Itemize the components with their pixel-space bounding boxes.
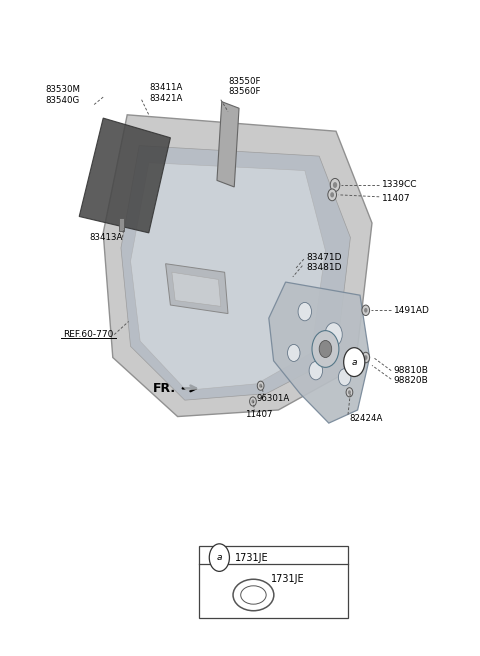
Text: 96301A: 96301A bbox=[256, 394, 289, 403]
Circle shape bbox=[325, 323, 342, 346]
Circle shape bbox=[330, 192, 334, 197]
Circle shape bbox=[259, 384, 262, 388]
Circle shape bbox=[319, 340, 332, 358]
Text: 82424A: 82424A bbox=[349, 414, 383, 423]
Text: 1339CC: 1339CC bbox=[382, 180, 417, 190]
Text: 1491AD: 1491AD bbox=[394, 306, 430, 315]
Ellipse shape bbox=[233, 579, 274, 611]
Circle shape bbox=[362, 352, 370, 363]
Text: 83413A: 83413A bbox=[90, 233, 123, 242]
Text: 98810B
98820B: 98810B 98820B bbox=[394, 365, 429, 385]
Circle shape bbox=[330, 178, 340, 192]
Polygon shape bbox=[269, 282, 370, 423]
Circle shape bbox=[288, 344, 300, 361]
Circle shape bbox=[209, 544, 229, 571]
Text: 11407: 11407 bbox=[245, 410, 273, 419]
Polygon shape bbox=[131, 163, 325, 390]
Text: 83550F
83560F: 83550F 83560F bbox=[228, 77, 261, 96]
Circle shape bbox=[312, 331, 339, 367]
Polygon shape bbox=[119, 218, 124, 231]
Polygon shape bbox=[121, 146, 350, 400]
Circle shape bbox=[298, 302, 312, 321]
Circle shape bbox=[344, 348, 365, 377]
Text: a: a bbox=[216, 553, 222, 562]
Circle shape bbox=[333, 182, 337, 188]
Polygon shape bbox=[103, 115, 372, 417]
Circle shape bbox=[362, 305, 370, 316]
Polygon shape bbox=[172, 272, 221, 306]
Circle shape bbox=[364, 308, 368, 313]
Text: REF.60-770: REF.60-770 bbox=[64, 330, 114, 339]
Text: 83530M
83540G: 83530M 83540G bbox=[45, 85, 80, 105]
Polygon shape bbox=[166, 264, 228, 314]
FancyBboxPatch shape bbox=[199, 546, 348, 618]
Circle shape bbox=[250, 397, 256, 406]
Text: FR.: FR. bbox=[153, 382, 176, 395]
Text: 83411A
83421A: 83411A 83421A bbox=[149, 83, 182, 103]
Circle shape bbox=[346, 388, 353, 397]
Ellipse shape bbox=[240, 586, 266, 604]
Circle shape bbox=[364, 355, 368, 360]
Circle shape bbox=[309, 361, 323, 380]
Circle shape bbox=[257, 381, 264, 390]
Text: 83471D
83481D: 83471D 83481D bbox=[306, 253, 342, 272]
Text: 11407: 11407 bbox=[382, 194, 410, 203]
Circle shape bbox=[252, 400, 254, 403]
Text: 1731JE: 1731JE bbox=[235, 552, 269, 563]
Text: a: a bbox=[351, 358, 357, 367]
Polygon shape bbox=[79, 118, 170, 233]
Polygon shape bbox=[217, 102, 239, 187]
Circle shape bbox=[328, 189, 336, 201]
Text: 1731JE: 1731JE bbox=[271, 573, 305, 584]
Circle shape bbox=[348, 390, 351, 394]
Circle shape bbox=[338, 369, 351, 386]
